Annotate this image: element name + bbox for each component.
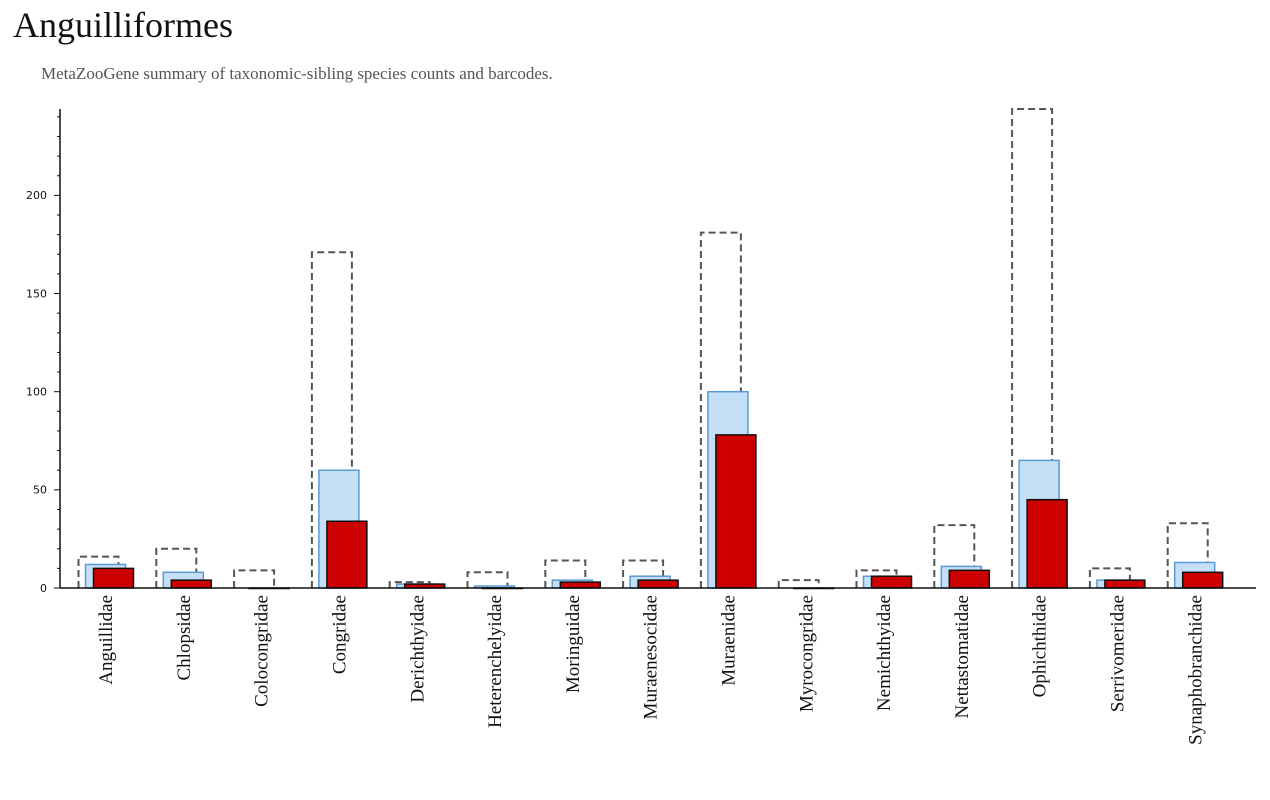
red-bar-chlopsidae [170, 579, 213, 589]
x-tick-label: Nemichthyidae [874, 595, 895, 711]
red-bar-synaphobranchidae [1181, 571, 1224, 589]
y-tick-label: 200 [26, 189, 47, 202]
dashed-bar-anguillidae [77, 555, 120, 588]
dashed-bar-heterenchelyidae [466, 571, 509, 588]
x-tick-label: Ophichthidae [1030, 595, 1051, 697]
red-bar-serrivomeridae [1104, 579, 1146, 589]
dashed-bar-chlopsidae [155, 547, 198, 588]
x-tick-label: Derichthyidae [407, 595, 428, 703]
x-tick-label: Chlopsidae [174, 595, 195, 681]
dashed-bar-ophichthidae [1011, 108, 1054, 588]
x-tick-label: Synaphobranchidae [1185, 595, 1206, 745]
dashed-bar-nettastomatidae [933, 524, 976, 588]
dashed-bar-colocongridae [233, 569, 276, 588]
y-tick-label: 0 [40, 582, 47, 595]
y-tick-label: 50 [33, 484, 47, 497]
axes-layer [54, 109, 1256, 589]
dashed-bar-moringuidae [544, 559, 587, 588]
x-tick-label: Moringuidae [563, 595, 584, 693]
dashed-bar-synaphobranchidae [1166, 522, 1209, 588]
red-bar-ophichthidae [1026, 498, 1068, 589]
x-tick-label: Heterenchelyidae [485, 595, 506, 728]
x-tick-label: Serrivomeridae [1108, 595, 1129, 712]
page-subtitle: MetaZooGene summary of taxonomic-sibling… [41, 64, 553, 83]
dashed-bar-serrivomeridae [1088, 567, 1131, 588]
y-tick-label: 150 [26, 287, 47, 300]
red-bar-nettastomatidae [948, 569, 991, 589]
red-bar-moringuidae [559, 581, 602, 589]
x-tick-label: Nettastomatidae [952, 595, 973, 718]
x-tick-label: Congridae [330, 595, 351, 674]
x-tick-label: Muraenidae [719, 595, 740, 686]
dashed-bar-myrocongridae [777, 579, 820, 588]
red-bar-anguillidae [92, 567, 135, 589]
x-tick-label: Colocongridae [252, 595, 273, 707]
dashed-bar-congridae [310, 251, 353, 588]
labels-layer: Anguillidae Chlopsidae Colocongridae Congri… [26, 189, 1206, 745]
red-bar-muraenesocidae [637, 579, 679, 589]
bars-layer [77, 108, 1224, 590]
y-tick-label: 100 [26, 386, 47, 399]
red-bar-muraenidae [715, 434, 757, 589]
x-tick-label: Myrocongridae [796, 595, 817, 712]
x-tick-label: Muraenesocidae [641, 595, 662, 720]
red-bar-nemichthyidae [870, 575, 913, 589]
dashed-bar-muraenesocidae [622, 559, 665, 588]
red-bar-congridae [326, 520, 368, 589]
page-title: Anguilliformes [13, 5, 233, 45]
x-tick-label: Anguillidae [96, 595, 117, 685]
